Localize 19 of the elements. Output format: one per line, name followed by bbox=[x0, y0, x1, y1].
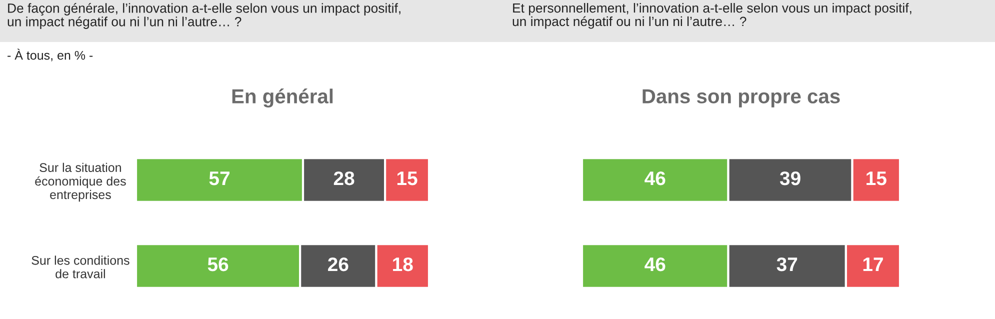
data-label: 37 bbox=[776, 257, 798, 272]
chart-subtitle: Et personnellement, l’innovation a-t-elle selon vous un impact positif, un impact négatif ou ni l’un ni l’autre… ? bbox=[512, 3, 912, 29]
y-tick-label: Sur les conditions de travail bbox=[32, 256, 130, 278]
data-label: 17 bbox=[863, 258, 883, 272]
data-label: 57 bbox=[209, 172, 230, 186]
chart-subtitle: De façon générale, l’innovation a-t-elle selon vous un impact positif, un impact négatif ou ni l’un ni l’autre… ? bbox=[8, 3, 400, 29]
data-label: 46 bbox=[644, 171, 666, 186]
data-label: 28 bbox=[334, 171, 354, 186]
data-label: 46 bbox=[644, 257, 666, 272]
data-label: 39 bbox=[780, 171, 800, 186]
chart-title: En général bbox=[232, 88, 333, 108]
y-tick-label: Sur la situation économique des entreprises bbox=[35, 162, 126, 202]
chart-title: Dans son propre cas bbox=[642, 89, 840, 108]
data-label: 56 bbox=[208, 257, 228, 272]
text: - À tous, en % - bbox=[8, 48, 93, 62]
data-label: 15 bbox=[397, 172, 418, 186]
data-label: 26 bbox=[328, 257, 348, 272]
data-label: 15 bbox=[866, 172, 886, 186]
data-label: 18 bbox=[393, 257, 413, 272]
